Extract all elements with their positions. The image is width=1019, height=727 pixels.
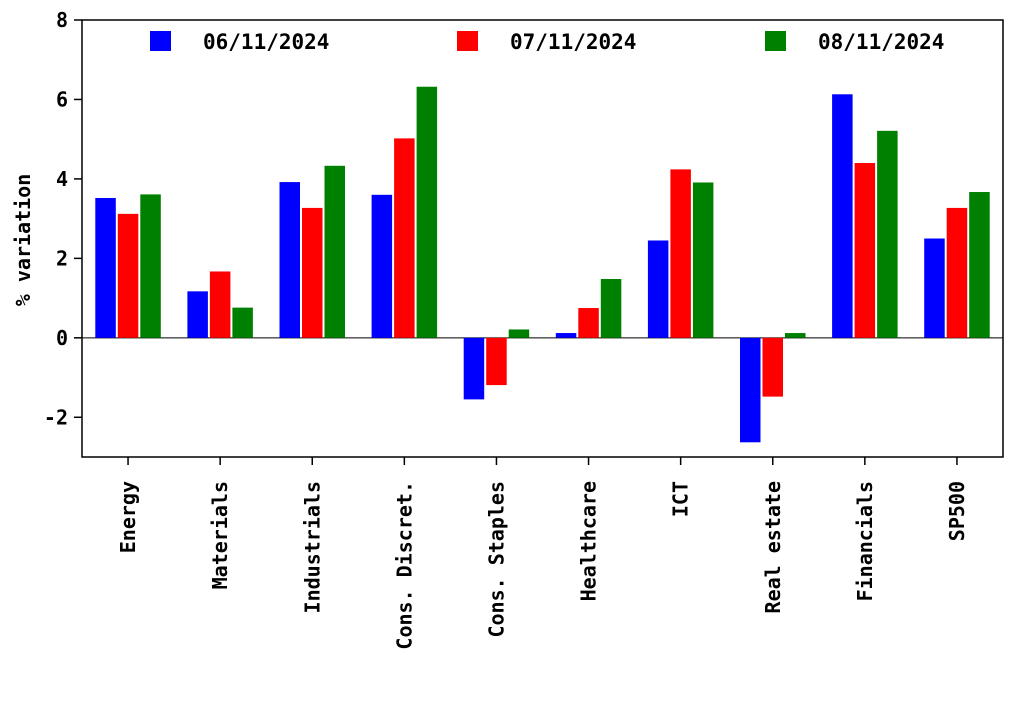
bar bbox=[324, 165, 345, 338]
bar bbox=[762, 337, 783, 397]
x-tick-label: Real estate bbox=[761, 481, 785, 613]
bar-group-energy bbox=[95, 194, 161, 338]
bar bbox=[209, 271, 231, 338]
bar bbox=[578, 308, 599, 338]
y-tick-label: 4 bbox=[56, 167, 68, 191]
legend-swatch bbox=[150, 31, 171, 51]
axes: Energy Materials Industrials Cons. Discret.… bbox=[44, 8, 969, 650]
legend-item: 08/11/2024 bbox=[765, 30, 944, 54]
y-tick-label: 0 bbox=[56, 326, 68, 350]
x-tick-label: Cons. Staples bbox=[484, 481, 508, 638]
bar bbox=[740, 337, 761, 443]
x-tick-label: ICT bbox=[669, 481, 693, 517]
bar bbox=[854, 163, 876, 338]
bar bbox=[486, 337, 507, 386]
x-tick-label: Energy bbox=[116, 481, 140, 553]
bar bbox=[785, 333, 806, 338]
y-tick-label: 6 bbox=[56, 87, 68, 111]
bar-group-cons-discret bbox=[371, 86, 438, 338]
y-axis-title: % variation bbox=[11, 174, 35, 306]
legend-item: 07/11/2024 bbox=[457, 30, 636, 54]
bar bbox=[279, 182, 300, 338]
bar bbox=[416, 86, 438, 338]
bar bbox=[647, 240, 669, 338]
bar bbox=[95, 197, 116, 338]
bar bbox=[946, 207, 968, 338]
y-tick-label: -2 bbox=[44, 405, 68, 429]
bar-group-ict bbox=[647, 169, 714, 338]
bar bbox=[302, 207, 323, 338]
bars bbox=[95, 86, 990, 443]
x-tick-label: Financials bbox=[853, 481, 877, 601]
bar bbox=[117, 213, 139, 338]
legend-label: 08/11/2024 bbox=[818, 30, 944, 54]
plot-frame bbox=[81, 19, 1004, 458]
bar bbox=[140, 194, 161, 338]
legend-swatch bbox=[457, 31, 478, 51]
x-tick-label: SP500 bbox=[945, 481, 969, 541]
bar-group-materials bbox=[187, 271, 253, 338]
bar-group-sp500 bbox=[924, 192, 990, 338]
x-tick-label: Materials bbox=[208, 481, 232, 589]
bar-group-real-estate bbox=[740, 333, 806, 443]
y-tick-label: 2 bbox=[56, 246, 68, 270]
x-tick-label: Industrials bbox=[300, 481, 324, 613]
bar bbox=[187, 291, 208, 338]
bar bbox=[371, 194, 393, 338]
legend-label: 07/11/2024 bbox=[510, 30, 636, 54]
legend-label: 06/11/2024 bbox=[203, 30, 329, 54]
bar bbox=[555, 333, 577, 338]
x-tick-label: Healthcare bbox=[577, 481, 601, 601]
legend-item: 06/11/2024 bbox=[150, 30, 329, 54]
bar-group-healthcare bbox=[555, 279, 622, 338]
bar bbox=[832, 94, 853, 338]
bar-group-financials bbox=[832, 94, 898, 338]
bar bbox=[969, 192, 990, 338]
bar bbox=[394, 138, 415, 338]
bar bbox=[232, 307, 253, 338]
bar bbox=[670, 169, 691, 338]
bar bbox=[692, 182, 714, 338]
bar bbox=[463, 337, 485, 400]
legend: 06/11/2024 07/11/2024 08/11/2024 bbox=[150, 30, 944, 54]
bar-group-industrials bbox=[279, 165, 345, 338]
bar bbox=[508, 329, 530, 338]
x-tick-label: Cons. Discret. bbox=[392, 481, 416, 650]
y-tick-label: 8 bbox=[56, 8, 68, 32]
bar bbox=[877, 130, 898, 338]
bar bbox=[600, 279, 622, 338]
bar-group-cons-staples bbox=[463, 329, 530, 400]
bar bbox=[924, 238, 945, 338]
legend-swatch bbox=[765, 31, 786, 51]
